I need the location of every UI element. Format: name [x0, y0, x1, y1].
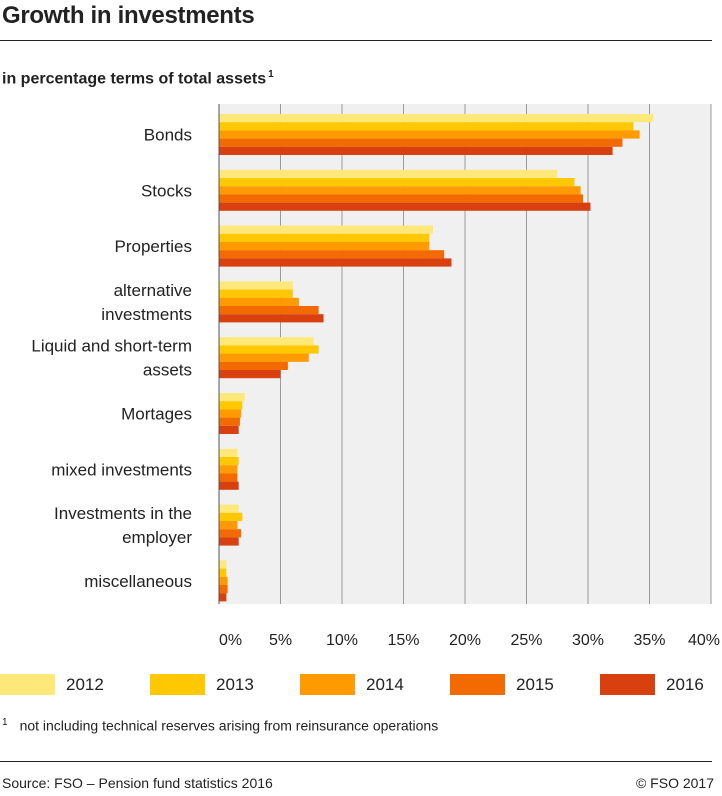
chart-subtitle: in percentage terms of total assets 1: [2, 69, 274, 88]
footer-divider: [0, 761, 712, 762]
category-label: Stocks: [141, 181, 192, 200]
legend-swatch: [450, 674, 505, 695]
category-label: employer: [122, 528, 192, 547]
bar-2013: [219, 457, 239, 466]
bar-2015: [219, 194, 584, 203]
bar-2016: [219, 202, 591, 211]
bar-2013: [219, 568, 227, 577]
bar-2015: [219, 250, 445, 259]
bar-2014: [219, 465, 238, 474]
legend-label: 2013: [216, 675, 254, 694]
bar-2013: [219, 345, 319, 354]
legend-label: 2015: [516, 675, 554, 694]
bar-2013: [219, 401, 243, 410]
bar-2015: [219, 473, 238, 482]
bar-2012: [219, 225, 434, 234]
bar-2014: [219, 297, 299, 306]
footnote-text: not including technical reserves arising…: [19, 717, 439, 734]
bar-2016: [219, 481, 239, 490]
subtitle-footnote-mark: 1: [268, 69, 274, 80]
bar-2016: [219, 425, 239, 434]
bar-2015: [219, 417, 240, 426]
x-tick-label: 10%: [326, 632, 358, 649]
bar-2012: [219, 281, 293, 290]
x-tick-label: 40%: [688, 632, 720, 649]
bar-2012: [219, 114, 654, 123]
subtitle-text: in percentage terms of total assets: [2, 70, 267, 88]
category-label: alternative: [114, 281, 192, 300]
bar-2012: [219, 560, 227, 569]
copyright-text: © FSO 2017: [635, 775, 714, 791]
bar-2012: [219, 448, 238, 457]
category-label: miscellaneous: [84, 572, 192, 591]
bar-2015: [219, 138, 623, 147]
bar-2014: [219, 130, 640, 139]
footnote-mark: 1: [2, 717, 8, 728]
bar-chart: Bonds Stocks Properties alternative investme…: [31, 104, 720, 649]
x-tick-label: 15%: [387, 632, 419, 649]
x-tick-label: 30%: [572, 632, 604, 649]
x-tick-label: 35%: [633, 632, 665, 649]
category-label: assets: [143, 361, 192, 380]
legend-label: 2012: [66, 675, 104, 694]
bar-2014: [219, 409, 242, 418]
bar-2013: [219, 512, 243, 521]
bar-2015: [219, 306, 319, 315]
bar-2013: [219, 178, 575, 187]
legend-swatch: [300, 674, 355, 695]
bar-2012: [219, 504, 239, 513]
legend-swatch: [600, 674, 655, 695]
x-tick-label: 25%: [510, 632, 542, 649]
x-tick-label: 20%: [449, 632, 481, 649]
bar-2014: [219, 186, 581, 195]
legend-label: 2016: [666, 675, 704, 694]
bar-2016: [219, 146, 613, 155]
bar-2013: [219, 289, 293, 298]
chart-title: Growth in investments: [2, 2, 255, 29]
title-divider: [0, 40, 712, 41]
bar-2013: [219, 122, 634, 131]
bar-2015: [219, 585, 228, 594]
x-tick-label: 0%: [219, 632, 242, 649]
bar-2016: [219, 258, 452, 267]
source-text: Source: FSO – Pension fund statistics 20…: [2, 775, 273, 791]
category-label: Investments in the: [54, 504, 192, 523]
bar-2016: [219, 593, 227, 602]
bar-2014: [219, 576, 228, 585]
category-label: mixed investments: [51, 460, 192, 479]
bar-2016: [219, 314, 324, 323]
bar-2015: [219, 529, 242, 538]
legend-swatch: [150, 674, 205, 695]
x-tick-label: 5%: [269, 632, 292, 649]
category-label: Mortages: [121, 405, 192, 424]
bar-2014: [219, 521, 238, 530]
footnote: 1 not including technical reserves arisin…: [2, 717, 438, 734]
bar-2014: [219, 353, 309, 362]
bar-2016: [219, 370, 281, 379]
bar-2012: [219, 393, 245, 402]
bar-2012: [219, 337, 314, 346]
chart-legend: 2012 2013 2014 2015 2016: [0, 672, 722, 698]
legend-label: 2014: [366, 675, 404, 694]
category-label: Liquid and short-term: [31, 337, 192, 356]
bar-2012: [219, 169, 558, 178]
legend-swatch: [0, 674, 55, 695]
category-label: investments: [101, 305, 192, 324]
category-label: Properties: [115, 237, 192, 256]
bar-2014: [219, 242, 430, 251]
bar-2013: [219, 233, 430, 242]
category-label: Bonds: [144, 126, 192, 145]
bar-2016: [219, 537, 239, 546]
bar-2015: [219, 361, 288, 370]
